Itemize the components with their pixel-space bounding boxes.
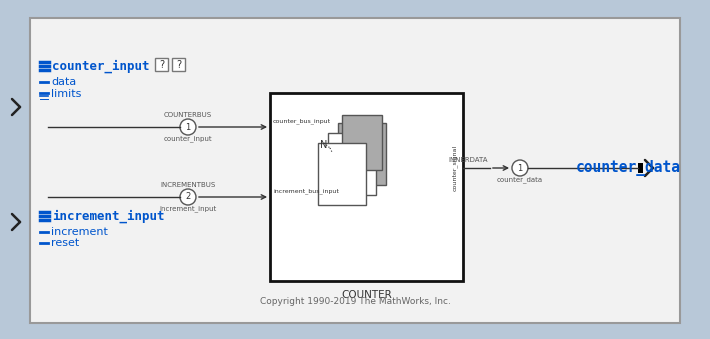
Bar <box>172 58 185 71</box>
Text: ?: ? <box>176 60 181 70</box>
Text: counter_input: counter_input <box>164 136 212 142</box>
Bar <box>30 18 680 323</box>
Circle shape <box>512 160 528 176</box>
Text: limits: limits <box>51 89 82 99</box>
Text: 1: 1 <box>518 163 523 173</box>
Bar <box>338 123 386 185</box>
Text: counter_input: counter_input <box>52 59 150 73</box>
Text: increment_bus_input: increment_bus_input <box>273 188 339 194</box>
Text: data: data <box>51 77 76 87</box>
Bar <box>638 163 643 173</box>
Text: N: N <box>320 140 327 150</box>
Text: increment_input: increment_input <box>52 209 165 223</box>
Text: counter_bus_input: counter_bus_input <box>273 118 331 124</box>
Text: COUNTER: COUNTER <box>341 290 392 300</box>
Text: counter_data: counter_data <box>576 160 681 176</box>
Bar <box>270 93 463 281</box>
Text: increment: increment <box>51 227 108 237</box>
Bar <box>328 133 376 195</box>
Circle shape <box>180 119 196 135</box>
Text: INNERDATA: INNERDATA <box>448 157 488 163</box>
Bar <box>318 143 366 205</box>
Text: Copyright 1990-2019 The MathWorks, Inc.: Copyright 1990-2019 The MathWorks, Inc. <box>260 298 450 306</box>
Text: increment_input: increment_input <box>159 206 217 212</box>
Text: reset: reset <box>51 238 80 248</box>
Text: ?: ? <box>159 60 164 70</box>
Text: counter_signal: counter_signal <box>452 145 458 191</box>
Text: COUNTERBUS: COUNTERBUS <box>164 112 212 118</box>
Bar <box>342 115 382 170</box>
Text: 2: 2 <box>185 193 190 201</box>
Bar <box>155 58 168 71</box>
Text: 1: 1 <box>185 122 190 132</box>
Text: counter_data: counter_data <box>497 177 543 183</box>
Text: INCREMENTBUS: INCREMENTBUS <box>160 182 216 188</box>
Circle shape <box>180 189 196 205</box>
